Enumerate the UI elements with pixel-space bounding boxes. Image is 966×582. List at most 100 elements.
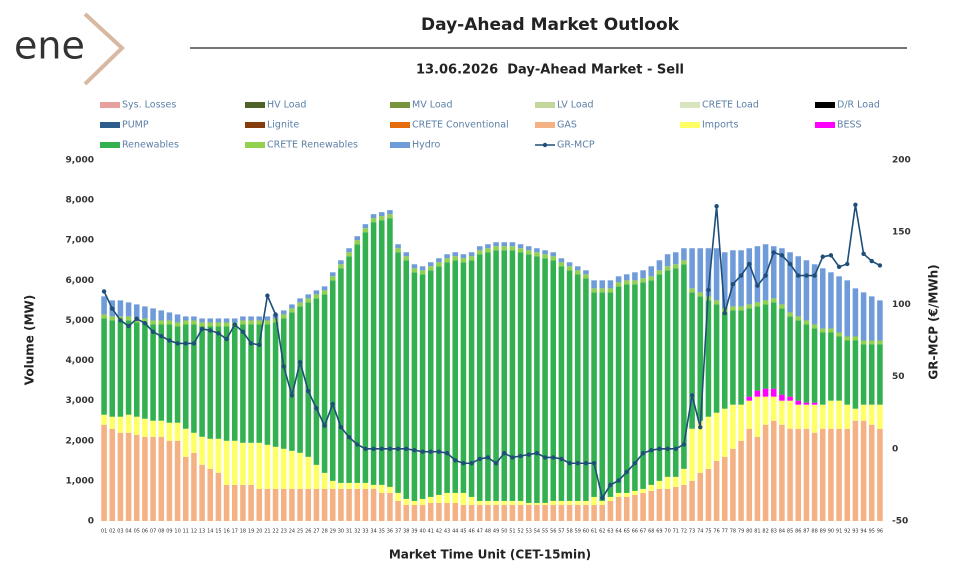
bar-segment (378, 212, 385, 217)
bar-segment (868, 340, 875, 345)
bar-segment (158, 310, 165, 321)
legend-label: CRETE Renewables (267, 140, 358, 151)
bar-segment (142, 418, 148, 437)
bar-segment (101, 314, 107, 319)
line-point (224, 336, 229, 342)
x-tick-label: 19 (248, 529, 254, 535)
bar-segment (770, 420, 777, 521)
line-point (673, 446, 678, 451)
bar-segment (852, 288, 859, 337)
legend-label: CRETE Conventional (412, 120, 509, 131)
legend-swatch (390, 142, 410, 148)
line-point (869, 258, 874, 264)
bar-segment (542, 258, 548, 503)
bar-segment (836, 400, 842, 429)
legend-swatch (815, 102, 835, 108)
bar-segment (591, 504, 597, 521)
bar-segment (476, 500, 483, 505)
bar-segment (297, 302, 303, 307)
legend-label: GR-MCP (557, 140, 595, 151)
bar-segment (199, 436, 205, 465)
line-point (330, 401, 335, 407)
x-tick-label: 68 (648, 529, 654, 535)
bar-segment (207, 322, 214, 327)
bar-segment (248, 320, 254, 325)
bar-segment (509, 504, 516, 521)
bar-segment (280, 488, 287, 521)
bar-segment (272, 322, 279, 447)
bar-segment (713, 300, 720, 305)
bar-segment (738, 440, 744, 521)
line-point (346, 435, 352, 440)
bar-segment (762, 244, 769, 301)
bar-segment (730, 310, 736, 405)
x-tick-label: 55 (542, 529, 548, 535)
bar-segment (264, 444, 271, 489)
bar-segment (754, 436, 761, 521)
bar-segment (174, 422, 181, 441)
line-point (355, 442, 360, 447)
bar-segment (640, 270, 646, 279)
bar-segment (289, 450, 295, 489)
bar-segment (280, 314, 287, 319)
legend-swatch (100, 142, 120, 148)
x-tick-label: 41 (428, 529, 434, 535)
bar-segment (697, 472, 704, 521)
bar-segment (779, 394, 785, 401)
bar-segment (648, 484, 655, 491)
bar-segment (672, 476, 679, 487)
legend-label: CRETE Load (702, 100, 759, 111)
bar-segment (329, 488, 336, 521)
bar-segment (844, 428, 851, 521)
bar-segment (558, 262, 565, 267)
bar-segment (648, 490, 655, 521)
bar-segment (640, 492, 646, 521)
bar-segment (264, 320, 271, 325)
bar-segment (297, 488, 303, 521)
bar-segment (460, 258, 467, 263)
bar-segment (779, 304, 785, 309)
legend-swatch (100, 122, 120, 128)
bar-segment (133, 304, 140, 319)
bar-segment (109, 416, 116, 429)
bar-segment (346, 252, 352, 257)
legend-label: GAS (557, 120, 577, 131)
line-point (877, 263, 883, 268)
y-axis-title: Volume (MW) (23, 295, 37, 386)
bar-segment (787, 316, 793, 397)
x-tick-label: 63 (607, 529, 613, 535)
x-tick-label: 01 (101, 529, 107, 535)
line-point (322, 423, 327, 428)
bar-segment (542, 250, 548, 255)
bar-segment (550, 252, 557, 257)
bar-segment (289, 312, 295, 451)
bar-segment (615, 286, 622, 493)
bar-segment (313, 294, 320, 299)
bar-segment (868, 404, 875, 425)
y2-tick-label: -50 (892, 517, 908, 527)
bar-segment (223, 326, 230, 441)
bar-segment (779, 308, 785, 395)
line-point (142, 320, 148, 326)
x-tick-label: 35 (379, 529, 385, 535)
bar-segment (574, 266, 581, 271)
bar-segment (689, 248, 695, 289)
bar-segment (852, 336, 859, 341)
legend-label: PUMP (122, 120, 149, 131)
line-point (118, 318, 123, 323)
line-point (706, 287, 711, 293)
line-point (763, 273, 768, 278)
bar-segment (746, 400, 753, 429)
x-tick-label: 93 (852, 529, 858, 535)
bar-segment (868, 296, 875, 341)
bar-segment (672, 252, 679, 265)
line-point (755, 283, 760, 288)
line-point (216, 331, 221, 336)
bar-segment (730, 404, 736, 449)
bar-segment (150, 308, 156, 321)
bar-segment (877, 340, 883, 345)
x-tick-label: 34 (370, 529, 376, 535)
x-tick-label: 08 (158, 529, 164, 535)
bar-segment (240, 316, 246, 321)
x-tick-label: 26 (305, 529, 311, 535)
